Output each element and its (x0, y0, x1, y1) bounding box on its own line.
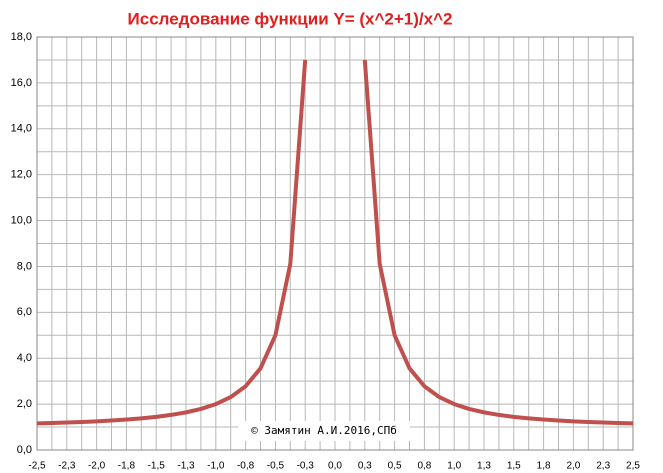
line (36, 59, 634, 426)
x-tick-label: -0,3 (297, 461, 315, 472)
x-tick-label: 2,5 (626, 461, 640, 472)
x-tick-label: 1,0 (447, 461, 461, 472)
x-tick-label: -1,5 (148, 461, 166, 472)
y-tick-label: 8,0 (17, 260, 32, 272)
y-tick-label: 12,0 (11, 169, 32, 181)
y-tick-label: 4,0 (17, 352, 32, 364)
x-tick-label: 1,3 (477, 461, 491, 472)
x-tick-label: 0,5 (388, 461, 402, 472)
x-tick-label: -0,8 (237, 461, 255, 472)
x-tick-label: 1,5 (507, 461, 521, 472)
x-tick-label: -2,0 (88, 461, 106, 472)
plot-border (36, 36, 634, 451)
annotation: © Замятин А.И.2016,СПб (251, 424, 397, 437)
x-tick-label: -2,5 (28, 461, 46, 472)
x-tick-label: -2,3 (58, 461, 76, 472)
y-tick-label: 16,0 (11, 77, 32, 89)
y-tick-label: 2,0 (17, 398, 32, 410)
x-tick-label: 2,3 (596, 461, 610, 472)
x-tick-label: -1,3 (177, 461, 195, 472)
y-tick-label: 18,0 (11, 31, 32, 43)
y-tick-label: 10,0 (11, 214, 32, 226)
y-tick-label: 14,0 (11, 123, 32, 135)
y-tick-label: 0,0 (17, 444, 32, 456)
x-tick-label: -1,8 (118, 461, 136, 472)
x-tick-label: 0,0 (328, 461, 342, 472)
x-tick-label: -0,5 (267, 461, 285, 472)
chart-title: Исследование функции Y= (x^2+1)/x^2 (128, 9, 453, 28)
x-tick-label: 2,0 (566, 461, 580, 472)
x-tick-label: 0,3 (358, 461, 372, 472)
x-tick-label: 1,8 (537, 461, 551, 472)
x-tick-label: -1,0 (207, 461, 225, 472)
x-tick-label: 0,8 (417, 461, 431, 472)
annotation-box (238, 421, 410, 441)
y-tick-label: 6,0 (17, 306, 32, 318)
